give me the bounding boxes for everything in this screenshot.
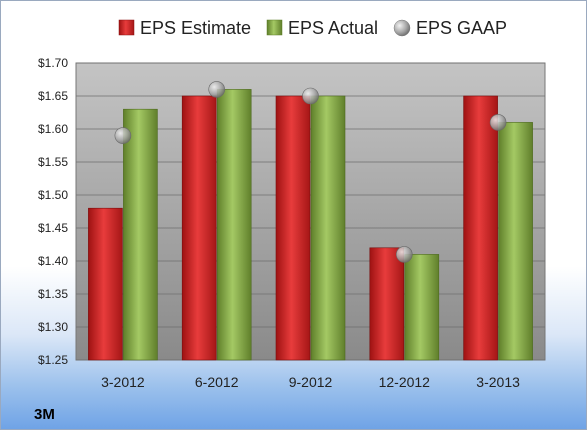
gaap-marker: [208, 81, 225, 98]
legend-item-actual: EPS Actual: [266, 18, 378, 38]
y-axis: $1.25 $1.30 $1.35 $1.40 $1.45 $1.50 $1.55 $1.60…: [38, 56, 68, 367]
estimate-bar: [463, 95, 498, 361]
estimate-bar: [369, 247, 405, 361]
legend-label-gaap: EPS GAAP: [416, 18, 507, 38]
x-tick-label: 9-2012: [289, 374, 333, 390]
gaap-marker: [114, 127, 132, 144]
y-tick-label: $1.30: [38, 320, 68, 334]
actual-bar: [498, 122, 533, 361]
y-tick-label: $1.65: [38, 89, 68, 103]
bars: [88, 89, 533, 361]
actual-bar: [404, 254, 440, 361]
y-tick-label: $1.45: [38, 221, 68, 235]
y-tick-label: $1.55: [38, 155, 68, 169]
y-tick-label: $1.70: [38, 56, 68, 70]
company-label: 3M: [34, 406, 55, 423]
gaap-marker: [395, 246, 413, 263]
y-tick-label: $1.35: [38, 287, 68, 301]
x-tick-label: 3-2012: [101, 374, 145, 390]
legend: EPS Estimate EPS Actual EPS GAAP: [118, 18, 507, 38]
actual-bar: [123, 108, 158, 361]
legend-item-estimate: EPS Estimate: [118, 18, 251, 38]
y-tick-label: $1.60: [38, 122, 68, 136]
x-axis: 3-2012 6-2012 9-2012 12-2012 3-2013: [101, 374, 520, 390]
gaap-markers: [114, 81, 507, 263]
x-tick-label: 12-2012: [379, 374, 431, 390]
estimate-bar: [275, 95, 311, 361]
actual-bar: [216, 89, 252, 361]
y-tick-label: $1.50: [38, 188, 68, 202]
estimate-bar: [181, 95, 217, 361]
gaap-marker: [302, 87, 319, 105]
y-tick-label: $1.25: [38, 353, 68, 367]
estimate-bar: [88, 207, 123, 361]
legend-swatch-estimate: [118, 19, 135, 36]
x-tick-label: 6-2012: [195, 374, 239, 390]
x-tick-label: 3-2013: [476, 374, 520, 390]
legend-label-actual: EPS Actual: [288, 18, 378, 38]
legend-label-estimate: EPS Estimate: [140, 18, 251, 38]
legend-swatch-actual: [266, 19, 283, 36]
actual-bar: [310, 95, 346, 361]
legend-item-gaap: EPS GAAP: [393, 18, 507, 38]
legend-marker-gaap: [393, 19, 411, 37]
y-tick-label: $1.40: [38, 254, 68, 268]
gaap-marker: [489, 114, 507, 131]
